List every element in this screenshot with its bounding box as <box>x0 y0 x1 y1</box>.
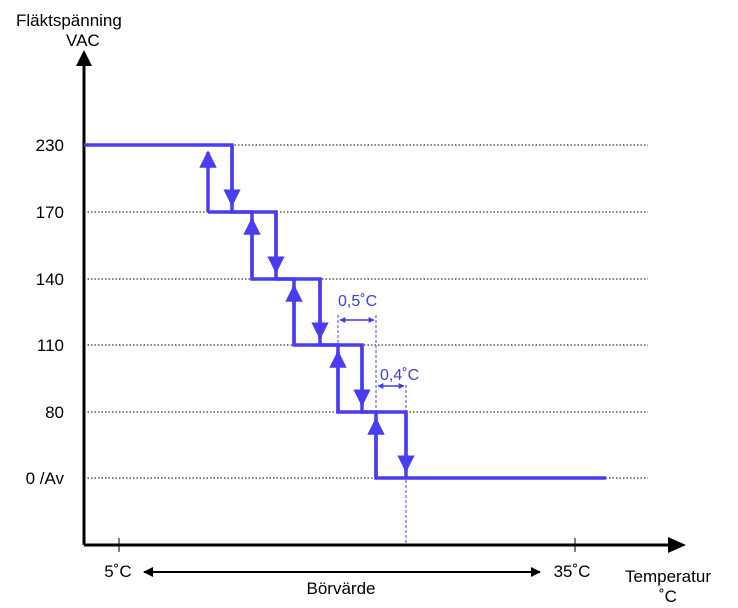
y-tick-label: 230 <box>36 136 64 155</box>
x-axis-title-line2: ˚C <box>659 587 677 606</box>
setpoint-label: Börvärde <box>307 579 376 598</box>
y-tick-labels: 230 170 140 110 80 0 /Av <box>26 136 65 488</box>
y-axis-title-line2: VAC <box>66 31 100 50</box>
y-tick-label: 110 <box>37 336 64 355</box>
x-tick-label-left: 5˚C <box>104 562 131 581</box>
y-axis-title-line1: Fläktspänning <box>16 11 122 30</box>
reference-lines <box>337 315 407 545</box>
rising-arrows <box>199 150 385 478</box>
y-tick-label: 80 <box>45 403 64 422</box>
y-tick-label: 170 <box>36 203 64 222</box>
y-axis-arrowhead <box>76 50 92 66</box>
y-tick-label: 0 /Av <box>26 469 65 488</box>
x-axis-arrowhead <box>668 537 686 553</box>
grid-lines <box>84 144 648 479</box>
x-tick-label-right: 35˚C <box>554 562 591 581</box>
hysteresis-upper-label: 0,5˚C <box>338 293 377 310</box>
hysteresis-lower-label: 0,4˚C <box>380 367 419 384</box>
x-axis-title-line1: Temperatur <box>625 567 711 586</box>
axes <box>76 50 686 553</box>
fan-voltage-curve <box>84 143 408 478</box>
y-tick-label: 140 <box>36 270 64 289</box>
falling-arrows <box>223 145 415 473</box>
